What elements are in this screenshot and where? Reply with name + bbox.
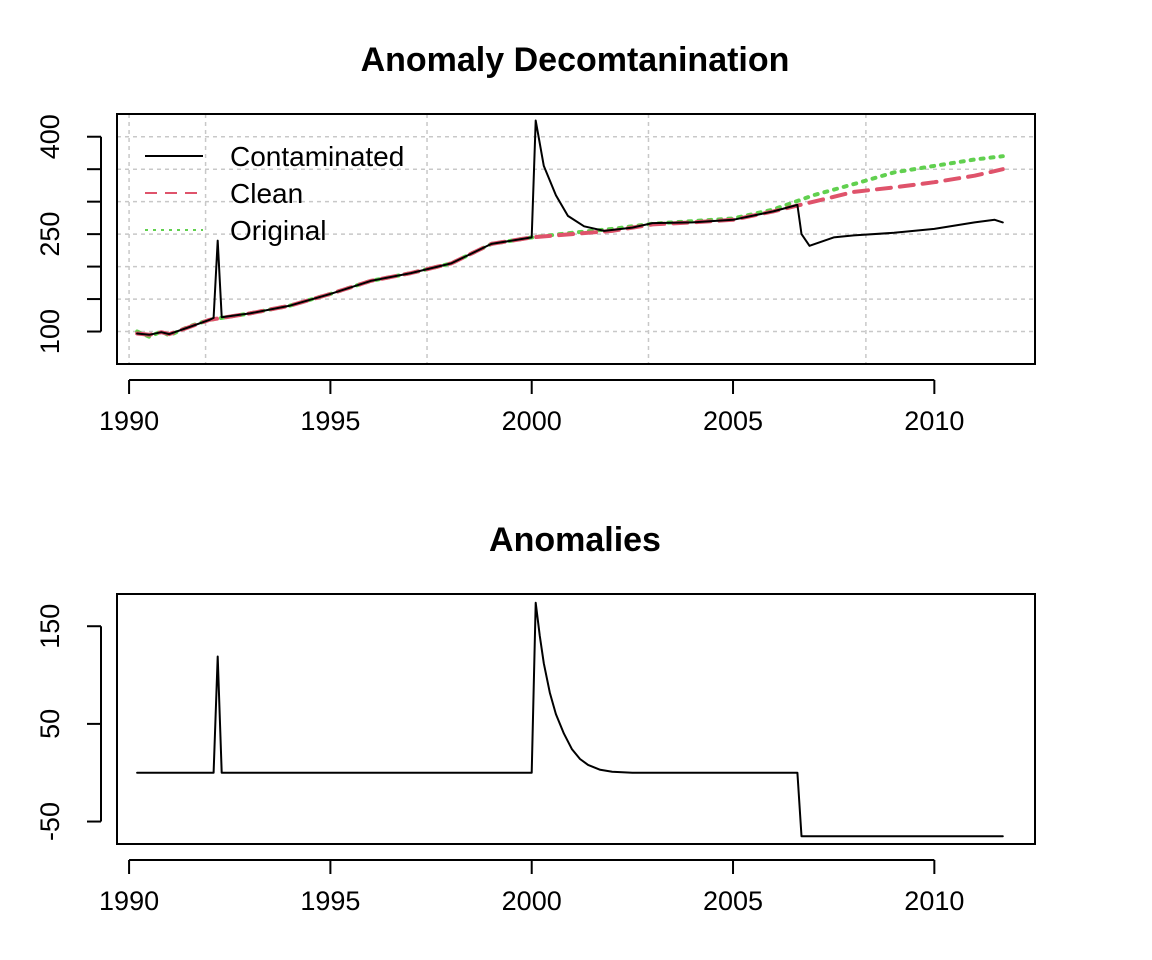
top-y-tick-label: 100	[35, 309, 65, 354]
top-series-line-contaminated	[136, 119, 1004, 336]
top-x-tick-label: 2000	[502, 406, 562, 436]
top-panel: Anomaly Decomtanination 1990 1995 2000 2005…	[35, 41, 1036, 436]
bottom-panel: Anomalies 1990 1995 2000 2005 2010 -50 50 150	[35, 521, 1036, 916]
bottom-x-tick-label: 2000	[502, 886, 562, 916]
bottom-plot-frame	[116, 593, 1036, 845]
bottom-x-tick-label: 1990	[99, 886, 159, 916]
top-x-tick-label: 2005	[703, 406, 763, 436]
bottom-chart-title: Anomalies	[489, 521, 661, 559]
top-y-axis: 100 250 400	[35, 114, 102, 354]
top-chart-title: Anomaly Decomtanination	[361, 41, 790, 79]
top-y-tick-label: 250	[35, 212, 65, 257]
bottom-series-line-anomalies	[136, 601, 1004, 838]
top-plot-frame	[116, 113, 1036, 365]
bottom-x-tick-label: 1995	[300, 886, 360, 916]
legend-label-contaminated: Contaminated	[230, 141, 404, 172]
bottom-y-tick-label: 150	[35, 604, 65, 649]
bottom-x-tick-label: 2010	[904, 886, 964, 916]
legend-label-original: Original	[230, 215, 326, 246]
top-grid	[117, 114, 1035, 364]
bottom-series	[136, 601, 1004, 838]
top-x-tick-label: 2010	[904, 406, 964, 436]
top-y-tick-label: 400	[35, 114, 65, 159]
bottom-x-axis: 1990 1995 2000 2005 2010	[99, 859, 964, 916]
bottom-y-axis: -50 50 150	[35, 604, 102, 841]
bottom-x-tick-label: 2005	[703, 886, 763, 916]
top-x-axis: 1990 1995 2000 2005 2010	[99, 379, 964, 436]
bottom-y-tick-label: 50	[35, 709, 65, 739]
legend-label-clean: Clean	[230, 178, 303, 209]
bottom-y-tick-label: -50	[35, 802, 65, 841]
top-legend: Contaminated Clean Original	[145, 141, 404, 246]
top-x-tick-label: 1995	[300, 406, 360, 436]
top-series	[135, 119, 1005, 339]
top-x-tick-label: 1990	[99, 406, 159, 436]
